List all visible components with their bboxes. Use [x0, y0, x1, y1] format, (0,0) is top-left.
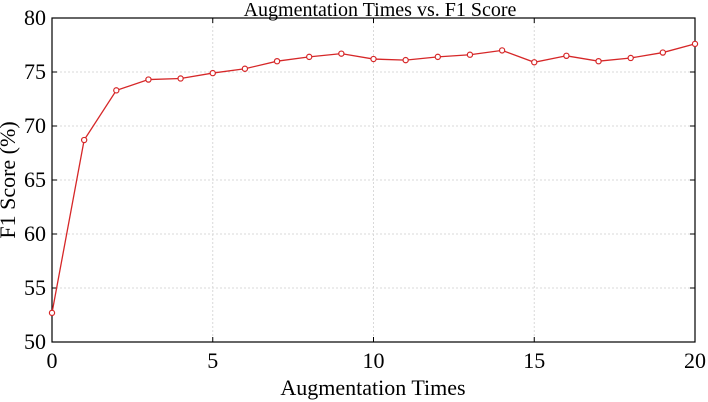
x-tick-label: 20 — [684, 348, 706, 373]
data-point — [273, 58, 281, 65]
data-point — [434, 53, 441, 61]
data-point — [402, 56, 409, 64]
data-point — [177, 75, 184, 82]
data-point — [48, 309, 56, 317]
data-point — [306, 53, 313, 61]
y-tick-label: 65 — [24, 167, 46, 192]
data-point — [563, 52, 570, 60]
y-tick-label: 55 — [24, 275, 46, 300]
data-point — [241, 65, 249, 72]
x-tick-label: 10 — [363, 348, 385, 373]
series-layer — [48, 40, 699, 317]
y-tick-label: 60 — [24, 221, 46, 246]
data-point — [209, 69, 216, 77]
x-axis: 0 5 10 15 20 — [47, 18, 706, 373]
data-point — [466, 51, 474, 58]
chart-title: Augmentation Times vs. F1 Score — [244, 0, 517, 21]
data-point — [113, 87, 120, 94]
data-point — [531, 59, 538, 66]
x-axis-label: Augmentation Times — [280, 375, 465, 400]
grid — [52, 18, 695, 342]
data-point — [80, 136, 88, 144]
data-point — [595, 58, 602, 65]
x-tick-label: 5 — [207, 348, 218, 373]
y-tick-label: 80 — [24, 5, 46, 30]
y-tick-label: 75 — [24, 59, 46, 84]
y-tick-label: 50 — [24, 329, 46, 354]
y-tick-label: 70 — [24, 113, 46, 138]
x-tick-label: 15 — [523, 348, 545, 373]
data-point — [691, 40, 699, 48]
data-point — [498, 47, 506, 54]
data-point — [659, 49, 667, 56]
data-point — [338, 50, 345, 57]
y-axis: 50 55 60 65 70 75 80 — [24, 5, 695, 354]
data-point — [145, 76, 152, 83]
y-axis-label: F1 Score (%) — [0, 121, 20, 238]
data-point — [370, 55, 377, 63]
x-tick-label: 0 — [47, 348, 58, 373]
data-point — [627, 54, 634, 62]
